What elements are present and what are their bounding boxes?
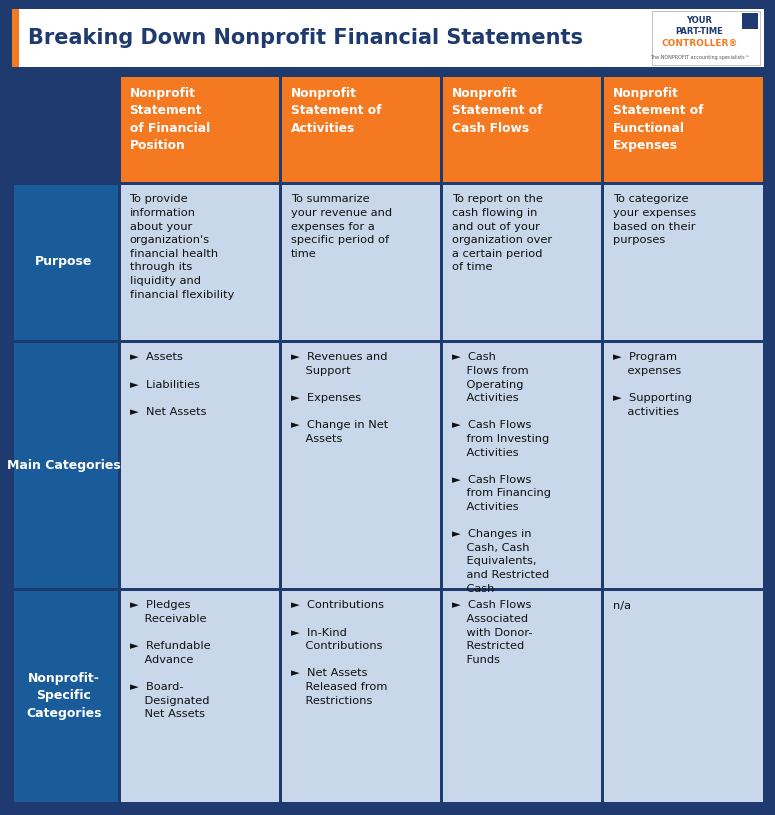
Text: Breaking Down Nonprofit Financial Statements: Breaking Down Nonprofit Financial Statem… bbox=[28, 28, 583, 48]
Bar bbox=[652, 11, 760, 65]
Text: Purpose: Purpose bbox=[36, 255, 93, 268]
Bar bbox=[13, 184, 118, 340]
Text: To summarize
your revenue and
expenses for a
specific period of
time: To summarize your revenue and expenses f… bbox=[291, 195, 392, 259]
Bar bbox=[282, 77, 440, 182]
Bar bbox=[282, 184, 440, 340]
Text: ►  Contributions

►  In-Kind
    Contributions

►  Net Assets
    Released from
: ► Contributions ► In-Kind Contributions … bbox=[291, 601, 388, 706]
Bar bbox=[120, 77, 279, 182]
Text: PART-TIME: PART-TIME bbox=[676, 27, 723, 36]
Text: ►  Cash
    Flows from
    Operating
    Activities

►  Cash Flows
    from Inve: ► Cash Flows from Operating Activities ►… bbox=[452, 353, 551, 593]
Text: YOUR: YOUR bbox=[687, 16, 712, 25]
Bar bbox=[443, 591, 601, 801]
Bar bbox=[120, 342, 279, 588]
Text: ►  Revenues and
    Support

►  Expenses

►  Change in Net
    Assets: ► Revenues and Support ► Expenses ► Chan… bbox=[291, 353, 388, 444]
Bar bbox=[13, 591, 118, 801]
Bar bbox=[604, 591, 763, 801]
Bar bbox=[13, 342, 118, 588]
Bar bbox=[12, 9, 19, 67]
Bar bbox=[120, 184, 279, 340]
Text: Nonprofit
Statement of
Cash Flows: Nonprofit Statement of Cash Flows bbox=[452, 86, 542, 134]
Bar bbox=[604, 342, 763, 588]
Bar bbox=[604, 77, 763, 182]
Bar bbox=[443, 184, 601, 340]
Bar bbox=[604, 184, 763, 340]
Text: To report on the
cash flowing in
and out of your
organization over
a certain per: To report on the cash flowing in and out… bbox=[452, 195, 552, 272]
Bar bbox=[12, 9, 764, 67]
Bar bbox=[120, 591, 279, 801]
Text: Nonprofit-
Specific
Categories: Nonprofit- Specific Categories bbox=[26, 672, 102, 720]
Text: Nonprofit
Statement of
Activities: Nonprofit Statement of Activities bbox=[291, 86, 381, 134]
Text: ►  Cash Flows
    Associated
    with Donor-
    Restricted
    Funds: ► Cash Flows Associated with Donor- Rest… bbox=[452, 601, 532, 665]
Text: The NONPROFIT accounting specialists™: The NONPROFIT accounting specialists™ bbox=[649, 55, 749, 60]
Bar bbox=[282, 342, 440, 588]
Text: ►  Assets

►  Liabilities

►  Net Assets: ► Assets ► Liabilities ► Net Assets bbox=[129, 353, 206, 417]
Text: ►  Program
    expenses

►  Supporting
    activities: ► Program expenses ► Supporting activiti… bbox=[613, 353, 692, 417]
Bar bbox=[13, 77, 118, 182]
Text: CONTROLLER®: CONTROLLER® bbox=[661, 39, 738, 48]
Bar bbox=[443, 77, 601, 182]
Text: To categorize
your expenses
based on their
purposes: To categorize your expenses based on the… bbox=[613, 195, 697, 245]
Bar bbox=[282, 591, 440, 801]
Text: Nonprofit
Statement
of Financial
Position: Nonprofit Statement of Financial Positio… bbox=[129, 86, 210, 152]
Text: n/a: n/a bbox=[613, 601, 632, 610]
Text: Main Categories: Main Categories bbox=[7, 459, 121, 472]
Text: To provide
information
about your
organization's
financial health
through its
li: To provide information about your organi… bbox=[129, 195, 234, 300]
Text: Nonprofit
Statement of
Functional
Expenses: Nonprofit Statement of Functional Expens… bbox=[613, 86, 704, 152]
Text: ►  Pledges
    Receivable

►  Refundable
    Advance

►  Board-
    Designated
 : ► Pledges Receivable ► Refundable Advanc… bbox=[129, 601, 210, 720]
Bar bbox=[742, 13, 758, 29]
Bar bbox=[443, 342, 601, 588]
